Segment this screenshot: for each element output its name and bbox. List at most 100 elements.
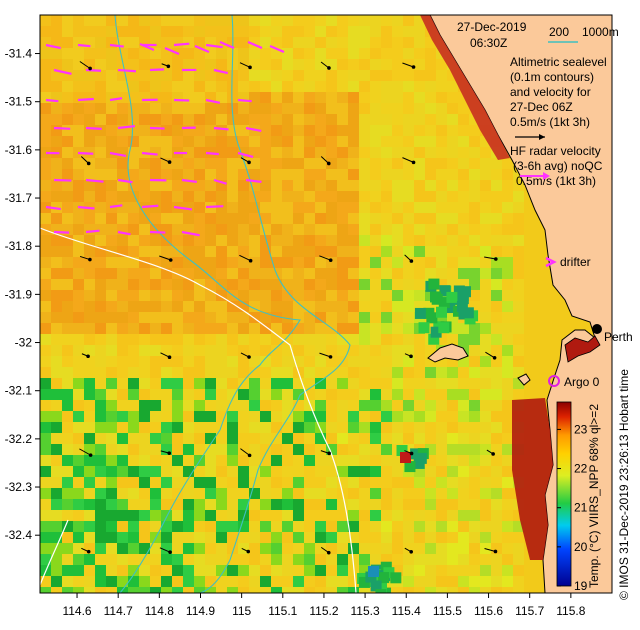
sst-cell: [271, 345, 282, 356]
sst-cell: [172, 279, 183, 290]
sst-cell: [370, 466, 381, 477]
sst-cell: [260, 521, 271, 532]
sst-cell: [216, 158, 227, 169]
sst-cell: [51, 466, 62, 477]
sst-cell: [95, 290, 106, 301]
sst-cell: [370, 411, 381, 422]
sst-cell: [73, 191, 84, 202]
sst-cell: [95, 257, 106, 268]
sst-cell: [172, 257, 183, 268]
sst-cell: [359, 136, 370, 147]
sst-cell: [436, 279, 447, 290]
sst-cell: [194, 37, 205, 48]
sst-cell: [469, 235, 480, 246]
sst-cell: [84, 367, 95, 378]
sst-cell: [370, 378, 381, 389]
sst-cell: [117, 411, 128, 422]
sst-cell: [194, 59, 205, 70]
altimetry-arrow: [79, 61, 91, 69]
sst-cell: [381, 279, 392, 290]
sst-cell: [249, 510, 260, 521]
sst-cell: [227, 334, 238, 345]
x-tick-label: 115.2: [309, 604, 338, 618]
sst-cell: [117, 433, 128, 444]
sst-cell: [315, 444, 326, 455]
sst-cell: [447, 576, 458, 587]
sst-cell: [238, 521, 249, 532]
sst-cell: [216, 466, 227, 477]
hf-arrow: [53, 178, 72, 182]
sst-cell: [326, 158, 337, 169]
sst-cell: [414, 202, 425, 213]
sst-cell: [304, 279, 315, 290]
sst-cell: [205, 554, 216, 565]
sst-cell: [315, 411, 326, 422]
sst-cell: [348, 92, 359, 103]
sst-cell: [51, 455, 62, 466]
sst-cell: [282, 521, 293, 532]
sst-cell: [117, 92, 128, 103]
sst-cell: [414, 147, 425, 158]
sst-cell: [436, 543, 447, 554]
sst-cell: [293, 356, 304, 367]
sst-cell: [480, 356, 491, 367]
sst-cell: [425, 367, 436, 378]
sst-cell: [271, 26, 282, 37]
sst-cell: [469, 125, 480, 136]
sst-cell: [227, 224, 238, 235]
sst-cell: [73, 543, 84, 554]
sst-cell: [502, 356, 513, 367]
sst-cell: [249, 81, 260, 92]
sst-cell: [271, 323, 282, 334]
hf-arrow: [205, 151, 219, 156]
sst-cell: [425, 455, 436, 466]
sst-cell: [271, 554, 282, 565]
sst-cell: [403, 169, 414, 180]
sst-cell: [73, 422, 84, 433]
sst-cell: [260, 367, 271, 378]
sst-cell: [249, 554, 260, 565]
sst-cell: [106, 92, 117, 103]
sst-cell: [392, 213, 403, 224]
sst-cell: [348, 400, 359, 411]
sst-cell: [139, 345, 150, 356]
sst-cell: [40, 268, 51, 279]
sst-cell: [315, 378, 326, 389]
sst-cell: [139, 554, 150, 565]
argo-label: Argo 0: [564, 375, 600, 389]
sst-cell: [62, 576, 73, 587]
sst-cell: [513, 323, 524, 334]
sst-cell: [51, 279, 62, 290]
sst-cell: [381, 26, 392, 37]
sst-cell: [513, 169, 524, 180]
sst-cell: [370, 554, 381, 565]
sst-cell: [150, 477, 161, 488]
sst-cell: [392, 433, 403, 444]
sst-cell: [62, 301, 73, 312]
sst-cell: [139, 15, 150, 26]
sst-cell: [392, 323, 403, 334]
sst-cell: [260, 422, 271, 433]
sst-cell: [469, 532, 480, 543]
sst-cell: [260, 202, 271, 213]
sst-cell: [84, 334, 95, 345]
sst-cell: [348, 334, 359, 345]
sst-cell: [491, 158, 502, 169]
sst-cell: [62, 213, 73, 224]
altimetry-arrow: [319, 352, 331, 358]
sst-cell: [447, 191, 458, 202]
sst-cell: [502, 202, 513, 213]
sst-cell: [282, 235, 293, 246]
sst-cell: [381, 334, 392, 345]
sst-cell: [359, 114, 370, 125]
sst-cell: [502, 191, 513, 202]
hf-arrow: [117, 230, 131, 236]
altimetry-arrowhead: [247, 160, 251, 165]
sst-cell: [40, 147, 51, 158]
sst-cell: [238, 455, 249, 466]
sst-cell: [370, 48, 381, 59]
sst-cell: [183, 433, 194, 444]
sst-cell: [414, 37, 425, 48]
sst-cell: [414, 334, 425, 345]
sst-cell: [491, 356, 502, 367]
